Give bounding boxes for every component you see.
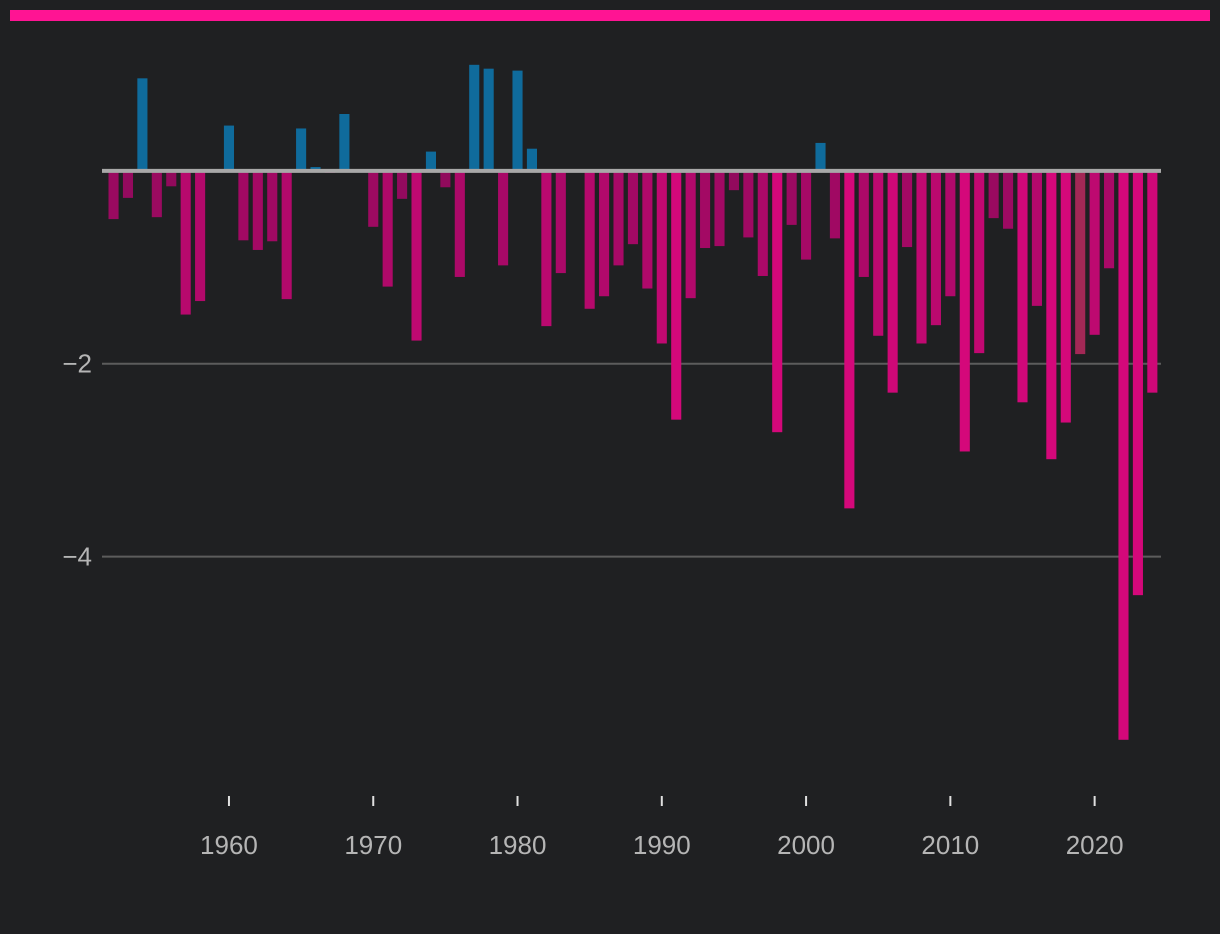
bar-1974 — [425, 151, 437, 171]
bar-1971 — [382, 170, 393, 287]
bar-2009 — [930, 170, 941, 326]
bar-2021 — [1104, 170, 1115, 269]
bar-2012 — [974, 170, 985, 354]
bar-1992 — [685, 170, 696, 299]
bar-1956 — [166, 170, 177, 187]
bar-2024 — [1147, 170, 1158, 393]
bar-1982 — [541, 170, 552, 327]
x-tick-label: 2000 — [777, 830, 835, 860]
bar-1964 — [281, 170, 292, 300]
bar-1981 — [526, 148, 537, 171]
bar-2023 — [1132, 170, 1143, 596]
x-tick-label: 2010 — [921, 830, 979, 860]
bar-1960 — [223, 125, 235, 171]
bar-2001 — [815, 142, 826, 171]
bar-1976 — [454, 170, 465, 277]
bar-2014 — [1003, 170, 1014, 229]
bar-2006 — [887, 170, 898, 393]
bar-1994 — [714, 170, 725, 247]
bar-1957 — [180, 170, 191, 315]
bar-1975 — [440, 170, 451, 188]
bar-2005 — [873, 170, 884, 336]
bar-1961 — [238, 170, 249, 241]
bar-2017 — [1046, 170, 1057, 460]
x-tick-label: 1970 — [344, 830, 402, 860]
bar-1987 — [613, 170, 624, 266]
bar-1958 — [195, 170, 206, 302]
bar-1952 — [108, 170, 119, 220]
bar-1953 — [122, 170, 134, 198]
bar-1965 — [296, 128, 307, 171]
x-axis: 1960 1970 1980 1990 2000 2010 2020 — [200, 796, 1124, 860]
bar-2016 — [1031, 170, 1042, 306]
bar-1978 — [483, 68, 494, 171]
x-tick-label: 2020 — [1066, 830, 1124, 860]
x-tick-label: 1960 — [200, 830, 258, 860]
bar-1979 — [498, 170, 509, 266]
bar-1999 — [786, 170, 797, 225]
bar-1998 — [772, 170, 783, 433]
bar-2008 — [916, 170, 927, 344]
bar-1993 — [700, 170, 711, 249]
bar-2010 — [945, 170, 956, 297]
bar-2015 — [1017, 170, 1028, 403]
bar-2011 — [959, 170, 970, 452]
bar-2020 — [1089, 170, 1100, 335]
x-tick-label: 1990 — [633, 830, 691, 860]
bar-2018 — [1060, 170, 1071, 423]
y-tick-label: −2 — [62, 349, 92, 379]
bar-1980 — [512, 70, 523, 171]
bar-1968 — [339, 113, 350, 171]
grid-layer — [102, 362, 1161, 558]
bar-1955 — [151, 170, 162, 218]
y-tick-label: −4 — [62, 542, 92, 572]
bars-layer — [108, 64, 1158, 740]
bar-2022 — [1118, 170, 1129, 740]
bar-1997 — [757, 170, 768, 276]
bar-1973 — [411, 170, 422, 341]
bar-2000 — [801, 170, 812, 260]
bar-2013 — [988, 170, 999, 219]
bar-1996 — [743, 170, 754, 238]
bar-1983 — [555, 170, 566, 274]
bar-1962 — [252, 170, 263, 250]
bar-2004 — [858, 170, 869, 277]
bar-1988 — [627, 170, 638, 245]
accent-bar — [10, 10, 1210, 21]
x-tick-label: 1980 — [489, 830, 547, 860]
bar-1954 — [137, 78, 148, 171]
bar-2007 — [902, 170, 913, 248]
bar-1970 — [368, 170, 379, 227]
bar-1990 — [656, 170, 667, 344]
bar-1991 — [671, 170, 682, 420]
bar-1995 — [728, 170, 739, 191]
bar-1963 — [267, 170, 278, 242]
bar-1977 — [469, 64, 480, 171]
bar-2002 — [829, 170, 840, 239]
bar-1989 — [642, 170, 653, 289]
bar-2003 — [844, 170, 855, 509]
bar-2019 — [1075, 170, 1086, 355]
bar-1972 — [397, 170, 408, 199]
bar-1985 — [584, 170, 595, 309]
bar-1986 — [599, 170, 610, 297]
y-tick-labels: −4 −2 — [62, 349, 92, 572]
